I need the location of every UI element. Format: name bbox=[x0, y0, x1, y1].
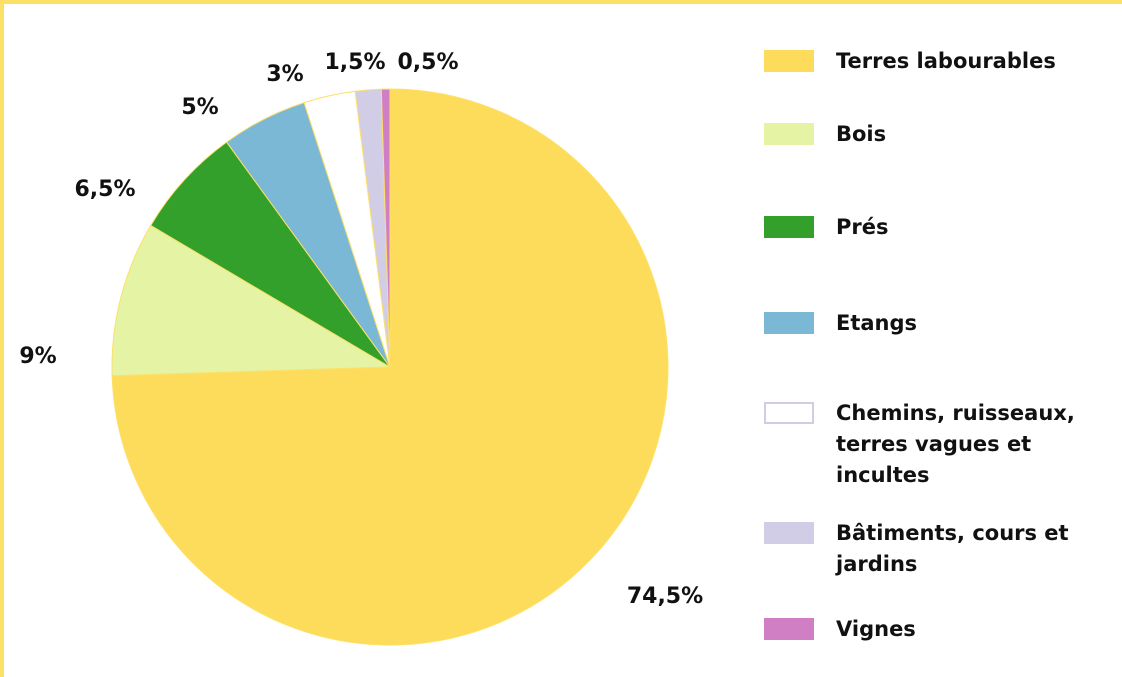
data-label: 74,5% bbox=[627, 584, 703, 609]
legend-item: Terres labourables bbox=[764, 46, 1122, 77]
data-label: 1,5% bbox=[324, 50, 385, 75]
data-label: 6,5% bbox=[74, 177, 135, 202]
legend-swatch bbox=[764, 312, 814, 334]
legend-label: Etangs bbox=[836, 311, 918, 335]
pie-slice bbox=[150, 141, 391, 368]
legend-label: Terres labourables bbox=[836, 49, 1056, 73]
pie-slice bbox=[380, 88, 391, 368]
legend-item: Prés bbox=[764, 212, 1122, 243]
data-label: 0,5% bbox=[397, 50, 458, 75]
data-label: 5% bbox=[181, 95, 218, 120]
legend-item: Etangs bbox=[764, 308, 1122, 339]
legend-label: Bâtiments, cours et jardins bbox=[836, 521, 1069, 576]
legend-label: Prés bbox=[836, 215, 889, 239]
pie-area: 74,5% 9% 6,5% 5% 3% 1,5% 0,5% bbox=[19, 50, 703, 646]
data-label: 9% bbox=[19, 344, 56, 369]
legend-item: Bâtiments, cours et jardins bbox=[764, 518, 1122, 580]
legend-swatch bbox=[764, 618, 814, 640]
legend-swatch bbox=[764, 522, 814, 544]
legend-swatch bbox=[764, 216, 814, 238]
legend-item: Chemins, ruisseaux, terres vagues et inc… bbox=[764, 398, 1122, 491]
data-label: 3% bbox=[266, 62, 303, 87]
legend-label: Vignes bbox=[836, 617, 916, 641]
legend-swatch bbox=[764, 50, 814, 72]
pie-slice bbox=[111, 224, 392, 377]
legend-label: Chemins, ruisseaux, terres vagues et inc… bbox=[836, 401, 1075, 487]
legend-item: Bois bbox=[764, 119, 1122, 150]
legend-item: Vignes bbox=[764, 614, 1122, 645]
legend-swatch bbox=[764, 123, 814, 145]
legend-swatch bbox=[764, 402, 814, 424]
legend-label: Bois bbox=[836, 122, 887, 146]
